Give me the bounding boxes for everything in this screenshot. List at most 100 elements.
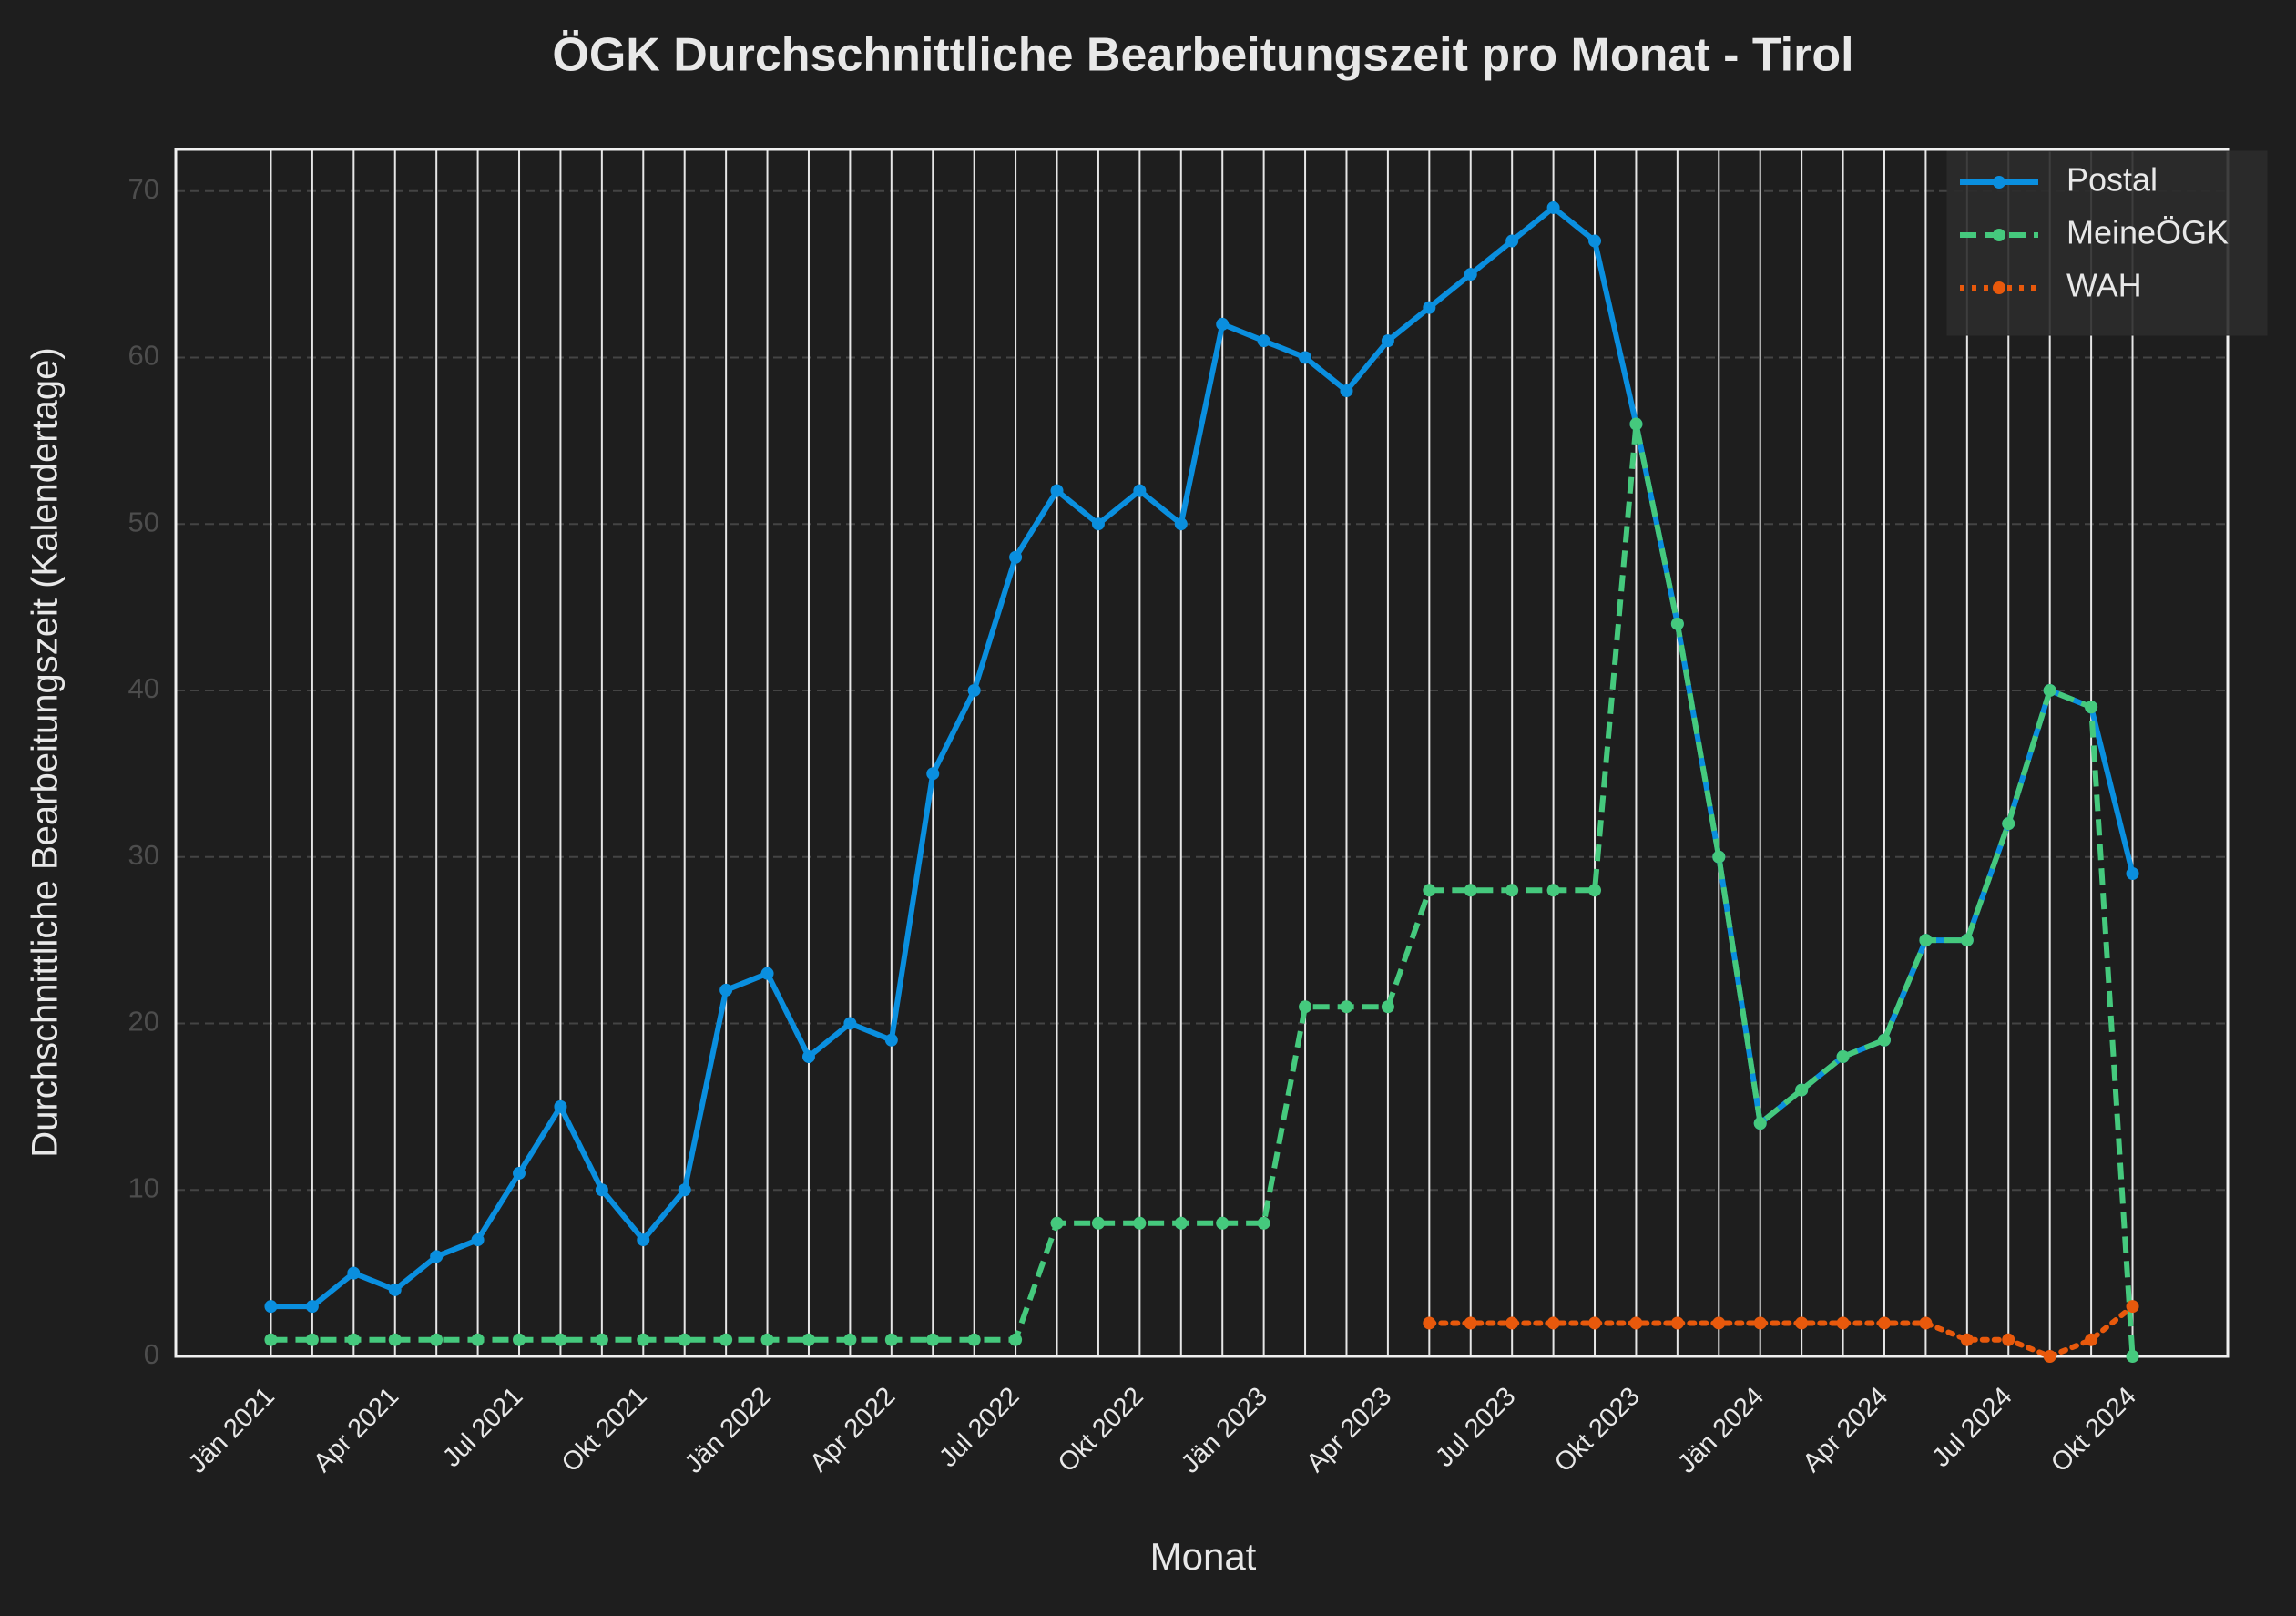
- data-point: [595, 1333, 608, 1346]
- data-point: [678, 1333, 691, 1346]
- data-point: [801, 1050, 815, 1064]
- data-point: [1091, 1216, 1105, 1230]
- y-tick-label: 40: [128, 672, 159, 704]
- data-point: [1670, 1316, 1684, 1330]
- data-point: [1505, 234, 1519, 248]
- data-point: [884, 1333, 898, 1346]
- data-point: [1919, 934, 1933, 947]
- data-point: [595, 1183, 608, 1197]
- data-point: [1381, 1000, 1394, 1014]
- y-tick-label: 30: [128, 839, 159, 871]
- data-point: [2126, 867, 2139, 880]
- data-point: [1505, 1316, 1519, 1330]
- data-point: [1795, 1083, 1809, 1097]
- data-point: [1877, 1316, 1891, 1330]
- data-point: [1836, 1316, 1850, 1330]
- y-tick-label: 10: [128, 1171, 159, 1203]
- data-point: [430, 1333, 444, 1346]
- chart-title: ÖGK Durchschnittliche Bearbeitungszeit p…: [552, 29, 1853, 82]
- data-point: [1960, 934, 1974, 947]
- data-point: [1629, 1316, 1643, 1330]
- data-point: [637, 1333, 650, 1346]
- data-point: [843, 1333, 857, 1346]
- data-point: [1753, 1316, 1767, 1330]
- data-point: [678, 1183, 691, 1197]
- y-axis-label: Durchschnittliche Bearbeitungszeit (Kale…: [26, 347, 66, 1157]
- data-point: [1423, 884, 1436, 897]
- data-point: [843, 1017, 857, 1030]
- data-point: [554, 1333, 567, 1346]
- data-point: [1009, 550, 1023, 564]
- data-point: [1588, 1316, 1602, 1330]
- data-point: [2126, 1350, 2139, 1363]
- data-point: [1091, 517, 1105, 531]
- data-point: [1050, 1216, 1064, 1230]
- data-point: [305, 1300, 319, 1314]
- y-tick-label: 70: [128, 173, 159, 205]
- y-tick-label: 20: [128, 1006, 159, 1038]
- data-point: [1960, 1333, 1974, 1346]
- data-point: [760, 967, 774, 980]
- data-point: [264, 1333, 278, 1346]
- data-point: [1588, 234, 1602, 248]
- data-point: [1257, 1216, 1270, 1230]
- data-point: [2126, 1300, 2139, 1314]
- data-point: [1216, 1216, 1230, 1230]
- data-point: [926, 1333, 940, 1346]
- data-point: [1423, 1316, 1436, 1330]
- y-tick-label: 50: [128, 506, 159, 537]
- data-point: [967, 683, 981, 697]
- data-point: [1795, 1316, 1809, 1330]
- data-point: [1009, 1333, 1023, 1346]
- data-point: [347, 1333, 361, 1346]
- data-point: [1464, 268, 1477, 281]
- x-axis-label: Monat: [1150, 1535, 1257, 1578]
- plot-frame: [174, 148, 2230, 1358]
- legend-label: WAH: [2066, 267, 2142, 304]
- data-point: [1505, 884, 1519, 897]
- data-point: [1381, 334, 1394, 348]
- data-point: [2085, 1333, 2098, 1346]
- data-point: [1629, 417, 1643, 431]
- data-point: [926, 767, 940, 781]
- data-point: [430, 1250, 444, 1263]
- data-point: [305, 1333, 319, 1346]
- data-point: [1257, 334, 1270, 348]
- data-point: [1174, 1216, 1188, 1230]
- data-point: [1670, 617, 1684, 630]
- data-point: [1836, 1050, 1850, 1064]
- data-point: [471, 1233, 485, 1247]
- data-point: [388, 1333, 402, 1346]
- data-point: [2002, 1333, 2015, 1346]
- data-point: [801, 1333, 815, 1346]
- data-point: [1423, 301, 1436, 314]
- data-point: [1299, 1000, 1312, 1014]
- y-tick-label: 0: [144, 1338, 159, 1370]
- data-point: [2043, 1350, 2056, 1363]
- data-point: [2043, 683, 2056, 697]
- data-point: [1133, 1216, 1147, 1230]
- data-point: [554, 1099, 567, 1113]
- legend-label: Postal: [2066, 161, 2158, 199]
- data-point: [1546, 1316, 1560, 1330]
- data-point: [1546, 200, 1560, 214]
- data-point: [1877, 1033, 1891, 1047]
- data-point: [2085, 701, 2098, 714]
- data-point: [1588, 884, 1602, 897]
- data-point: [1919, 1316, 1933, 1330]
- data-point: [637, 1233, 650, 1247]
- data-point: [1340, 384, 1353, 397]
- data-point: [1050, 484, 1064, 497]
- data-point: [1753, 1117, 1767, 1130]
- data-point: [513, 1333, 526, 1346]
- data-point: [967, 1333, 981, 1346]
- y-tick-label: 60: [128, 340, 159, 372]
- legend-marker: [1993, 229, 2005, 241]
- data-point: [1174, 517, 1188, 531]
- data-point: [1340, 1000, 1353, 1014]
- series-line: [270, 204, 2136, 1310]
- data-point: [1299, 351, 1312, 364]
- series-line: [1426, 1304, 2136, 1359]
- data-point: [264, 1300, 278, 1314]
